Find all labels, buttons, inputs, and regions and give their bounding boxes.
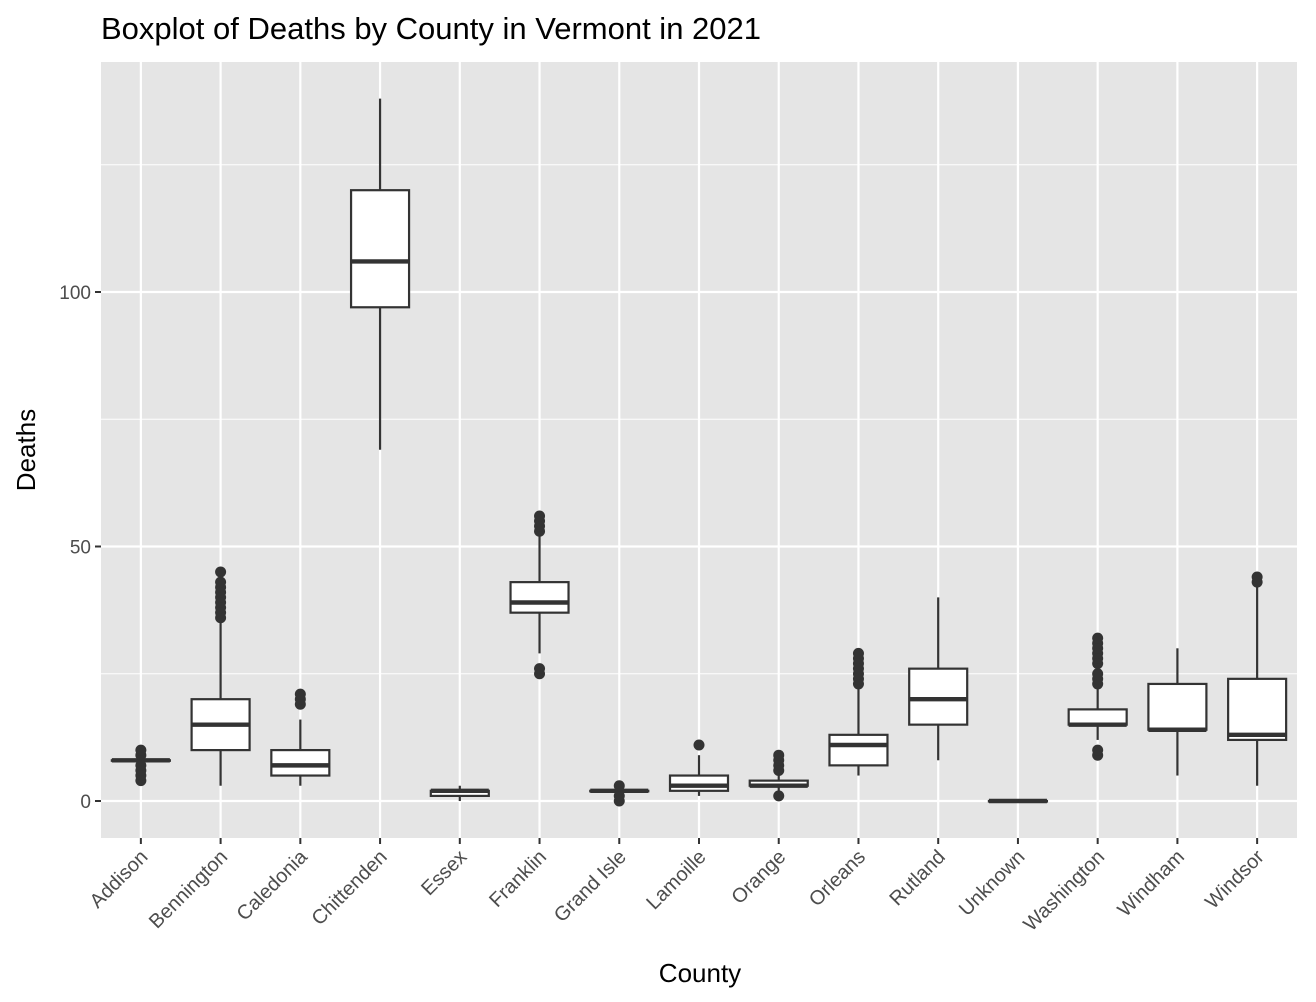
box	[668, 774, 730, 792]
chart-title: Boxplot of Deaths by County in Vermont i…	[101, 11, 761, 46]
boxplot-unknown	[987, 798, 1049, 804]
outlier-point	[852, 647, 864, 659]
boxplot-grand-isle	[589, 780, 650, 807]
outlier-point	[613, 780, 625, 792]
outlier-point	[215, 576, 227, 588]
boxplot-lamoille	[668, 739, 730, 796]
outlier-point	[1092, 668, 1104, 680]
y-axis: 0 50 100	[59, 283, 101, 813]
box	[1227, 677, 1288, 742]
boxplot-chittenden	[349, 98, 411, 450]
y-tick-label: 50	[70, 538, 91, 559]
outlier-point	[773, 790, 785, 802]
outlier-point	[135, 744, 147, 756]
outlier-point	[534, 663, 546, 675]
box	[908, 667, 969, 726]
boxplot-washington	[1067, 632, 1128, 761]
box	[1147, 682, 1208, 731]
boxplot-addison	[110, 744, 171, 787]
outlier-point	[1092, 744, 1104, 756]
boxplot-franklin	[509, 510, 570, 680]
x-axis-title: County	[659, 958, 741, 988]
y-tick-label: 0	[80, 792, 91, 813]
outlier-point	[215, 566, 227, 578]
box	[270, 748, 331, 777]
boxplots	[110, 98, 1288, 807]
outlier-point	[135, 759, 147, 771]
boxplot-caledonia	[270, 688, 331, 786]
y-axis-title: Deaths	[11, 409, 41, 491]
outlier-point	[613, 790, 625, 802]
boxplot-essex	[429, 785, 490, 801]
box	[349, 189, 411, 309]
boxplot-windsor	[1227, 571, 1288, 786]
boxplot-orleans	[828, 647, 889, 776]
y-tick-label: 100	[59, 283, 91, 304]
outlier-point	[534, 510, 546, 522]
outlier-point	[773, 749, 785, 761]
outlier-point	[1251, 571, 1263, 583]
outlier-point	[1092, 632, 1104, 644]
boxplot-orange	[748, 749, 809, 802]
outlier-point	[693, 739, 705, 751]
outlier-point	[294, 688, 306, 700]
box	[1067, 708, 1128, 726]
box	[828, 733, 889, 767]
box	[509, 581, 570, 614]
boxplot-rutland	[908, 597, 969, 761]
boxplot-bennington	[190, 566, 251, 786]
boxplot-windham	[1147, 648, 1208, 776]
